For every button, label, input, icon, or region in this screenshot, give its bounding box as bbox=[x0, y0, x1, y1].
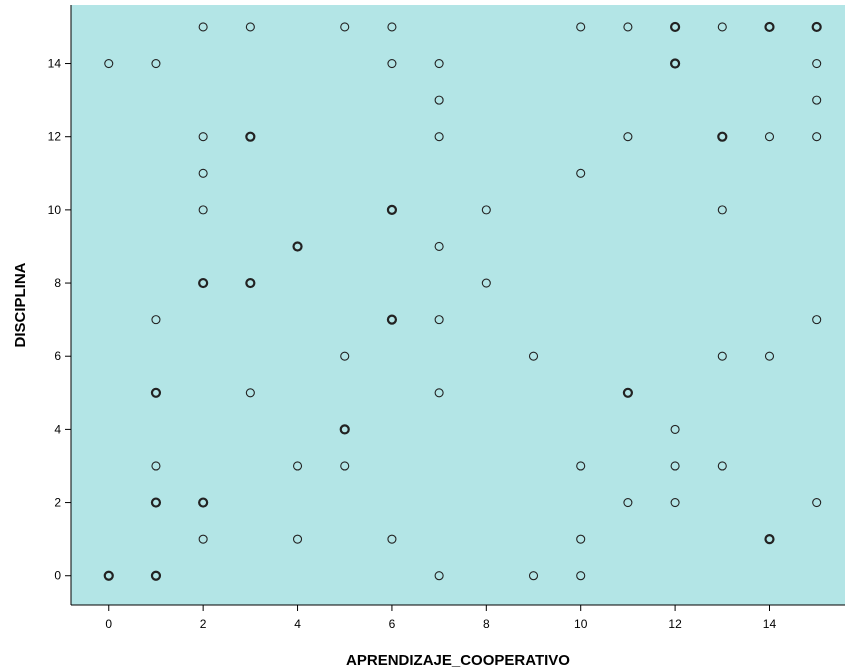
data-point bbox=[245, 131, 256, 142]
data-point bbox=[245, 388, 255, 398]
data-point bbox=[812, 58, 822, 69]
data-point bbox=[340, 461, 350, 471]
data-point bbox=[151, 58, 161, 69]
x-tick-label: 0 bbox=[105, 617, 112, 631]
data-point bbox=[292, 461, 303, 471]
data-point bbox=[812, 95, 822, 105]
data-point bbox=[340, 22, 350, 32]
y-axis-title: DISCIPLINA bbox=[12, 262, 29, 347]
y-tick-label: 14 bbox=[48, 57, 62, 71]
y-tick-label: 12 bbox=[48, 130, 62, 144]
data-point bbox=[717, 22, 727, 32]
data-points bbox=[103, 21, 822, 581]
data-point bbox=[670, 424, 680, 434]
data-point bbox=[528, 571, 539, 581]
data-point bbox=[622, 387, 634, 398]
data-point bbox=[387, 22, 397, 32]
data-point bbox=[434, 95, 444, 105]
data-point bbox=[198, 22, 208, 32]
data-point bbox=[151, 461, 161, 471]
data-point bbox=[198, 132, 208, 142]
data-point bbox=[150, 387, 162, 398]
data-point bbox=[151, 315, 161, 325]
data-point bbox=[434, 315, 444, 325]
data-point bbox=[387, 58, 397, 69]
data-point bbox=[245, 22, 255, 32]
data-point bbox=[434, 58, 444, 69]
y-tick-label: 2 bbox=[54, 496, 61, 510]
data-point bbox=[812, 132, 822, 142]
data-point bbox=[528, 351, 539, 361]
data-point bbox=[386, 314, 398, 325]
y-tick-label: 6 bbox=[54, 349, 61, 363]
data-point bbox=[104, 58, 114, 69]
data-point bbox=[764, 534, 775, 545]
data-point bbox=[481, 205, 491, 215]
x-tick-label: 12 bbox=[668, 617, 682, 631]
data-point bbox=[717, 205, 727, 215]
data-point bbox=[198, 277, 209, 289]
data-point bbox=[340, 351, 350, 361]
data-point bbox=[292, 241, 303, 252]
data-point bbox=[198, 497, 209, 508]
data-point bbox=[811, 21, 822, 33]
data-point bbox=[150, 570, 162, 581]
data-point bbox=[103, 570, 114, 581]
data-point bbox=[198, 168, 208, 178]
data-point bbox=[812, 315, 822, 325]
x-tick-label: 2 bbox=[200, 617, 207, 631]
data-point bbox=[670, 498, 680, 508]
data-point bbox=[198, 534, 208, 544]
data-point bbox=[812, 498, 822, 508]
data-point bbox=[434, 241, 444, 252]
data-point bbox=[623, 498, 633, 508]
data-point bbox=[387, 534, 397, 544]
y-tick-label: 0 bbox=[54, 569, 61, 583]
data-point bbox=[576, 571, 586, 581]
data-point bbox=[623, 22, 633, 32]
x-tick-label: 10 bbox=[574, 617, 588, 631]
y-tick-label: 8 bbox=[54, 276, 61, 290]
y-axis-ticks: 0 2 4 6 8 10 12 14 bbox=[48, 57, 71, 583]
x-tick-label: 8 bbox=[483, 617, 490, 631]
y-tick-label: 10 bbox=[48, 203, 62, 217]
data-point bbox=[339, 424, 350, 435]
data-point bbox=[576, 534, 586, 544]
x-tick-label: 4 bbox=[294, 617, 301, 631]
data-point bbox=[764, 21, 775, 33]
data-point bbox=[764, 351, 775, 361]
y-tick-label: 4 bbox=[54, 422, 61, 436]
x-axis-title: APRENDIZAJE_COOPERATIVO bbox=[346, 652, 570, 669]
data-point bbox=[670, 461, 680, 471]
x-tick-label: 14 bbox=[763, 617, 777, 631]
data-point bbox=[198, 205, 208, 215]
data-point bbox=[481, 278, 491, 288]
x-axis-ticks: 0 2 4 6 8 10 12 14 bbox=[105, 605, 776, 631]
data-point bbox=[623, 132, 633, 142]
data-point bbox=[576, 22, 586, 32]
x-tick-label: 6 bbox=[389, 617, 396, 631]
data-point bbox=[292, 534, 303, 544]
data-point bbox=[717, 461, 727, 471]
data-point bbox=[386, 204, 398, 215]
data-point bbox=[669, 21, 681, 33]
data-point bbox=[434, 132, 444, 142]
data-point bbox=[434, 388, 444, 398]
data-point bbox=[764, 132, 775, 142]
data-point bbox=[669, 58, 681, 69]
data-point bbox=[245, 277, 256, 289]
data-point bbox=[150, 497, 162, 508]
data-point bbox=[434, 571, 444, 581]
data-point bbox=[576, 168, 586, 178]
data-point bbox=[576, 461, 586, 471]
data-point bbox=[717, 131, 728, 142]
plot-area bbox=[71, 5, 845, 605]
data-point bbox=[717, 351, 727, 361]
